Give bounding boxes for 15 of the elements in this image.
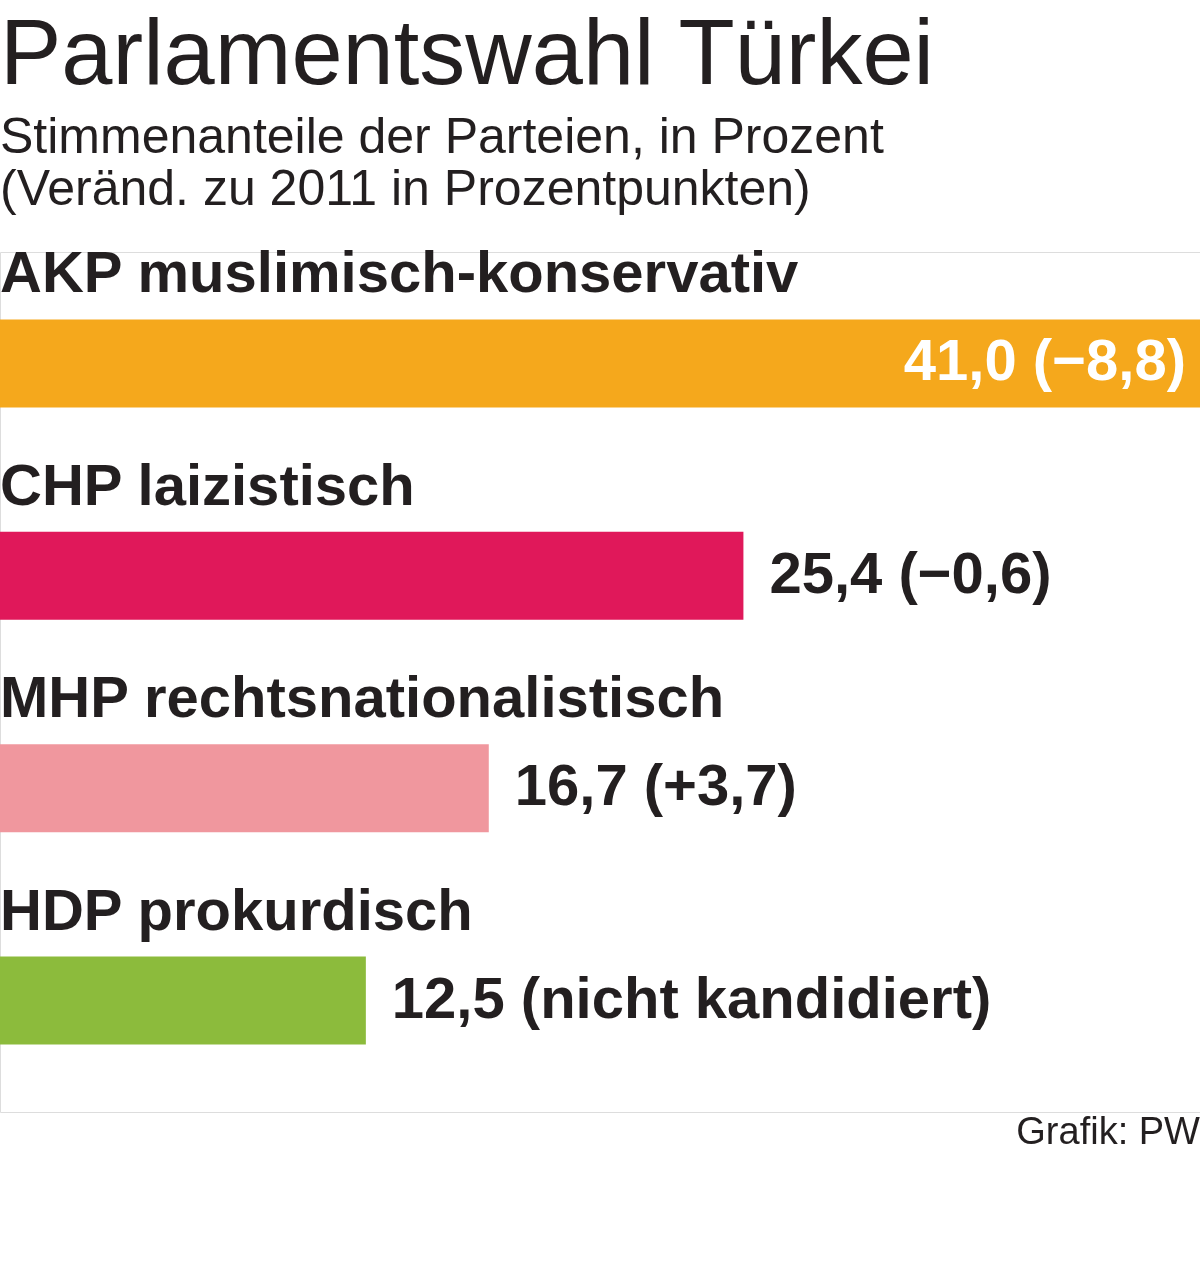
y-tick-label: CHP laizistisch [0,451,415,517]
y-tick-label: HDP prokurdisch [0,876,473,942]
chart-title: Parlamentswahl Türkei [0,1,935,104]
data-label: 41,0 (−8,8) [903,327,1186,393]
y-tick-label: MHP rechtsnationalistisch [0,664,725,730]
bar [0,531,744,620]
data-label: 25,4 (−0,6) [769,539,1052,605]
bar [0,744,489,833]
bar [0,956,366,1045]
data-label: 12,5 (nicht kandidiert) [391,964,992,1030]
bar [0,319,1200,408]
chart-subtitle: Stimmenanteile der Parteien, in Prozent (Veränd. zu 2011 in Prozentpunkten) [0,108,884,217]
data-label: 16,7 (+3,7) [514,752,797,818]
annotation: Grafik: PW [1016,1110,1200,1152]
y-tick-label: AKP muslimisch-konservativ [0,239,799,305]
